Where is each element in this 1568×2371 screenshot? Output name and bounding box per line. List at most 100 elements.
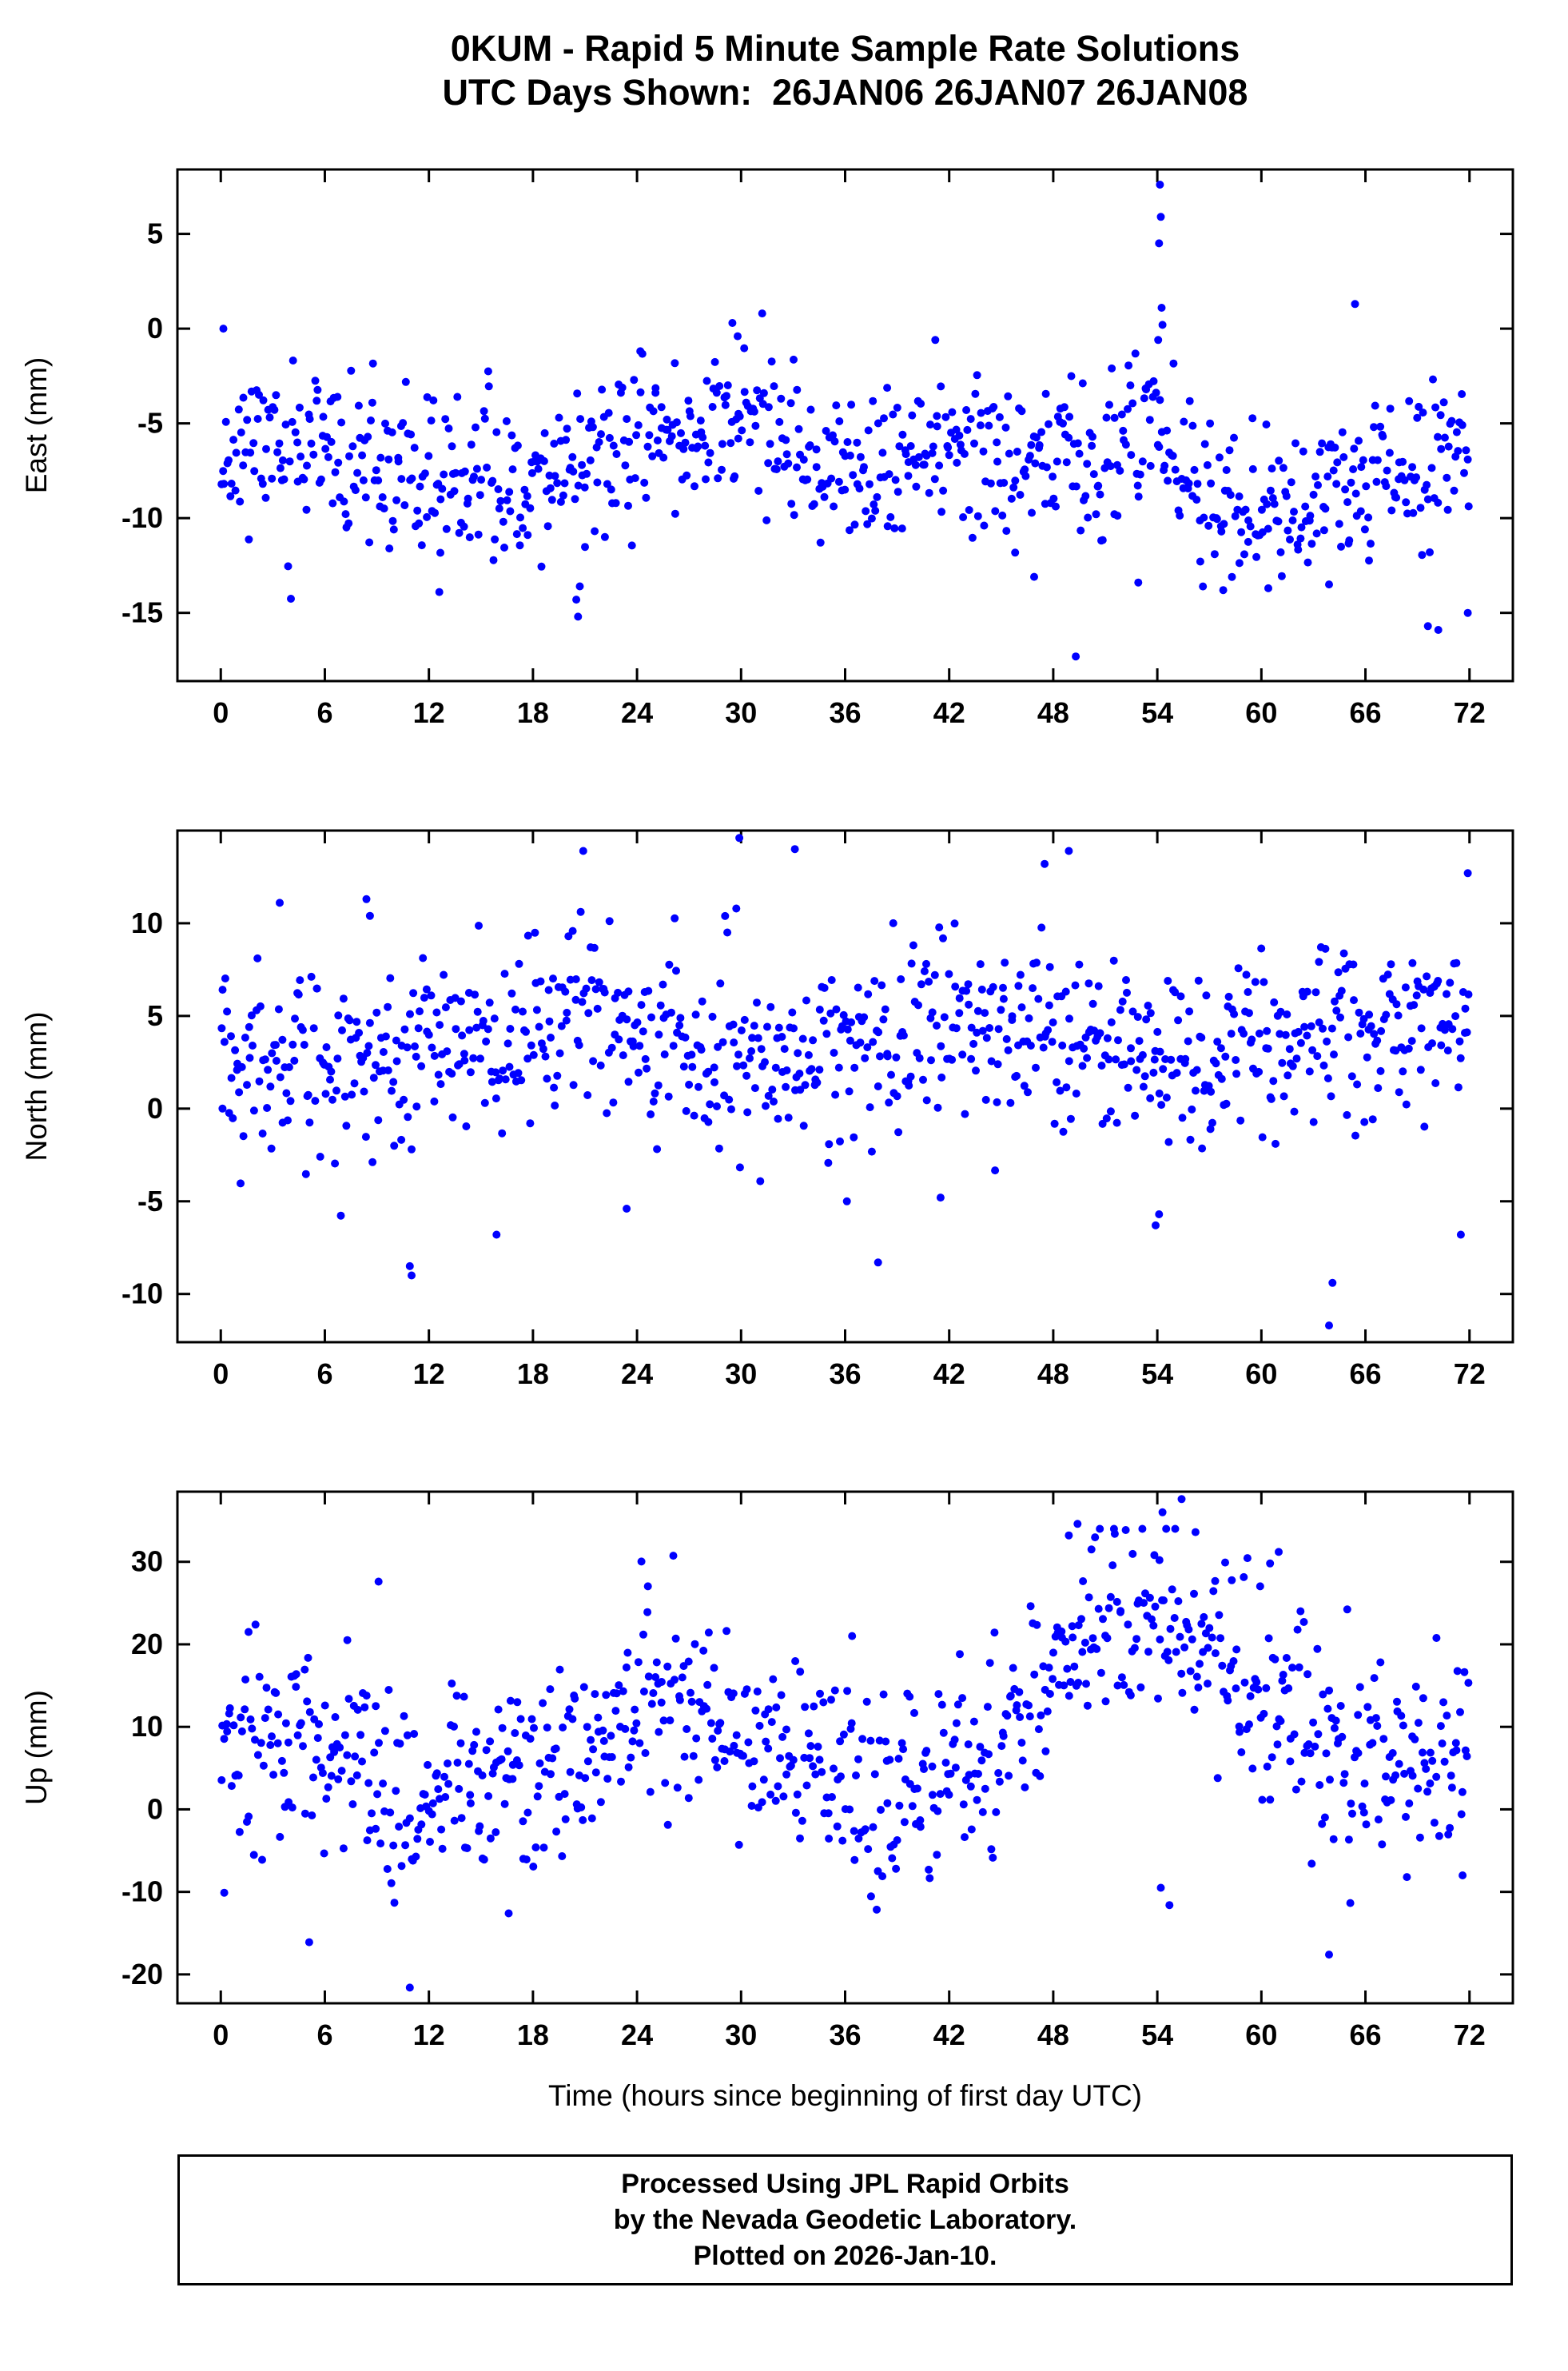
east-scatter-panel: 0 6 12 18 24 30 36 42 48 54 60 66 72 -15 -10 -5 0 5 East (… (20, 168, 1514, 729)
x-tick-label: 66 (1350, 696, 1382, 729)
outlier-point (931, 336, 940, 345)
x-tick-label: 0 (213, 2018, 229, 2051)
x-tick-label: 36 (829, 2018, 861, 2051)
outlier-point (1134, 578, 1143, 587)
x-tick-label: 18 (517, 696, 549, 729)
outlier-point (1325, 1950, 1333, 1959)
plot-frame (176, 829, 1514, 1344)
outlier-point (1157, 303, 1166, 312)
x-tick-label: 66 (1350, 1357, 1382, 1390)
outlier-point (1065, 1531, 1073, 1540)
outlier-point (362, 895, 371, 903)
y-tick-label: -10 (121, 1875, 163, 1907)
y-tick-label: -5 (137, 406, 163, 439)
x-tick-label: 42 (933, 1357, 965, 1390)
outlier-point (492, 1230, 501, 1239)
outlier-point (1434, 625, 1443, 634)
y-tick-label: 0 (147, 1092, 163, 1125)
outlier-point (1154, 336, 1163, 345)
outlier-point (1158, 321, 1167, 329)
outlier-point (1456, 1230, 1465, 1239)
x-tick-label: 18 (517, 2018, 549, 2051)
y-tick-label: -20 (121, 1958, 163, 1990)
y-tick-label: 10 (131, 1710, 163, 1743)
outlier-point (1459, 1871, 1467, 1879)
outlier-point (1351, 300, 1359, 309)
x-tick-label: 12 (413, 2018, 445, 2051)
outlier-point (408, 1271, 416, 1280)
x-tick-label: 24 (621, 1357, 653, 1390)
x-tick-label: 66 (1350, 2018, 1382, 2051)
outlier-point (936, 1193, 945, 1201)
outlier-point (1325, 1321, 1333, 1329)
outlier-point (1266, 1559, 1275, 1568)
x-tick-label: 48 (1037, 2018, 1069, 2051)
outlier-point (874, 1258, 882, 1267)
outlier-point (245, 1628, 253, 1636)
x-tick-label: 72 (1454, 696, 1486, 729)
y-tick-label: 10 (131, 907, 163, 939)
x-tick-label: 60 (1245, 1357, 1277, 1390)
y-tick-label: 5 (147, 217, 163, 249)
outlier-point (405, 1983, 414, 1992)
outlier-point (1191, 1528, 1200, 1536)
outlier-point (848, 1632, 857, 1640)
y-axis-label: East (mm) (20, 357, 53, 493)
axes-layer: 0 6 12 18 24 30 36 42 48 54 60 66 72 -15 -10 -5 0 5 (121, 169, 1513, 729)
outlier-point (1177, 1495, 1186, 1504)
outlier-point (1165, 1900, 1174, 1909)
outlier-point (405, 1261, 414, 1270)
outlier-point (1264, 584, 1272, 592)
outlier-point (1325, 580, 1333, 588)
outlier-point (276, 899, 284, 907)
outlier-point (1275, 1548, 1283, 1556)
outlier-point (728, 318, 737, 327)
y-tick-label: 20 (131, 1628, 163, 1660)
outlier-point (1423, 622, 1432, 631)
footer-line-2: by the Nevada Geodetic Laboratory. (613, 2204, 1077, 2235)
x-tick-label: 36 (829, 1357, 861, 1390)
y-axis-label: Up (mm) (20, 1690, 53, 1805)
y-tick-label: 0 (147, 1792, 163, 1825)
outlier-point (220, 1888, 229, 1897)
outlier-point (734, 332, 742, 341)
points-layer (217, 834, 1473, 1329)
outlier-point (1463, 869, 1472, 878)
axes-layer: 0 6 12 18 24 30 36 42 48 54 60 66 72 -20 -10 0 10 20 30 (121, 1491, 1513, 2051)
x-tick-label: 12 (413, 696, 445, 729)
outlier-point (790, 844, 799, 853)
x-tick-label: 72 (1454, 1357, 1486, 1390)
outlier-point (504, 1909, 513, 1918)
y-tick-label: 30 (131, 1545, 163, 1578)
x-tick-label: 0 (213, 696, 229, 729)
x-tick-label: 30 (725, 2018, 757, 2051)
outlier-point (1152, 1221, 1160, 1229)
x-tick-label: 36 (829, 696, 861, 729)
chart-title: 0KUM - Rapid 5 Minute Sample Rate Soluti… (450, 28, 1240, 69)
points-layer (217, 180, 1473, 660)
footer-line-3: Plotted on 2026-Jan-10. (693, 2240, 997, 2271)
outlier-point (1463, 608, 1472, 617)
x-tick-label: 24 (621, 696, 653, 729)
outlier-point (574, 612, 583, 621)
x-tick-label: 30 (725, 1357, 757, 1390)
chart-subtitle: UTC Days Shown: 26JAN06 26JAN07 26JAN08 (442, 71, 1248, 113)
plot-frame (176, 168, 1514, 683)
outlier-point (735, 834, 744, 843)
chart-title-block: 0KUM - Rapid 5 Minute Sample Rate Soluti… (177, 27, 1513, 115)
outlier-point (1065, 847, 1073, 855)
x-tick-label: 48 (1037, 696, 1069, 729)
x-tick-label: 48 (1037, 1357, 1069, 1390)
outlier-point (1041, 859, 1049, 868)
x-tick-label: 42 (933, 2018, 965, 2051)
y-tick-label: -5 (137, 1185, 163, 1217)
x-tick-label: 6 (316, 2018, 332, 2051)
x-tick-label: 24 (621, 2018, 653, 2051)
y-tick-label: -10 (121, 501, 163, 534)
outlier-point (575, 582, 584, 591)
x-tick-label: 60 (1245, 696, 1277, 729)
y-tick-label: 5 (147, 999, 163, 1032)
outlier-point (374, 1577, 383, 1586)
x-tick-label: 42 (933, 696, 965, 729)
outlier-point (1156, 180, 1164, 189)
